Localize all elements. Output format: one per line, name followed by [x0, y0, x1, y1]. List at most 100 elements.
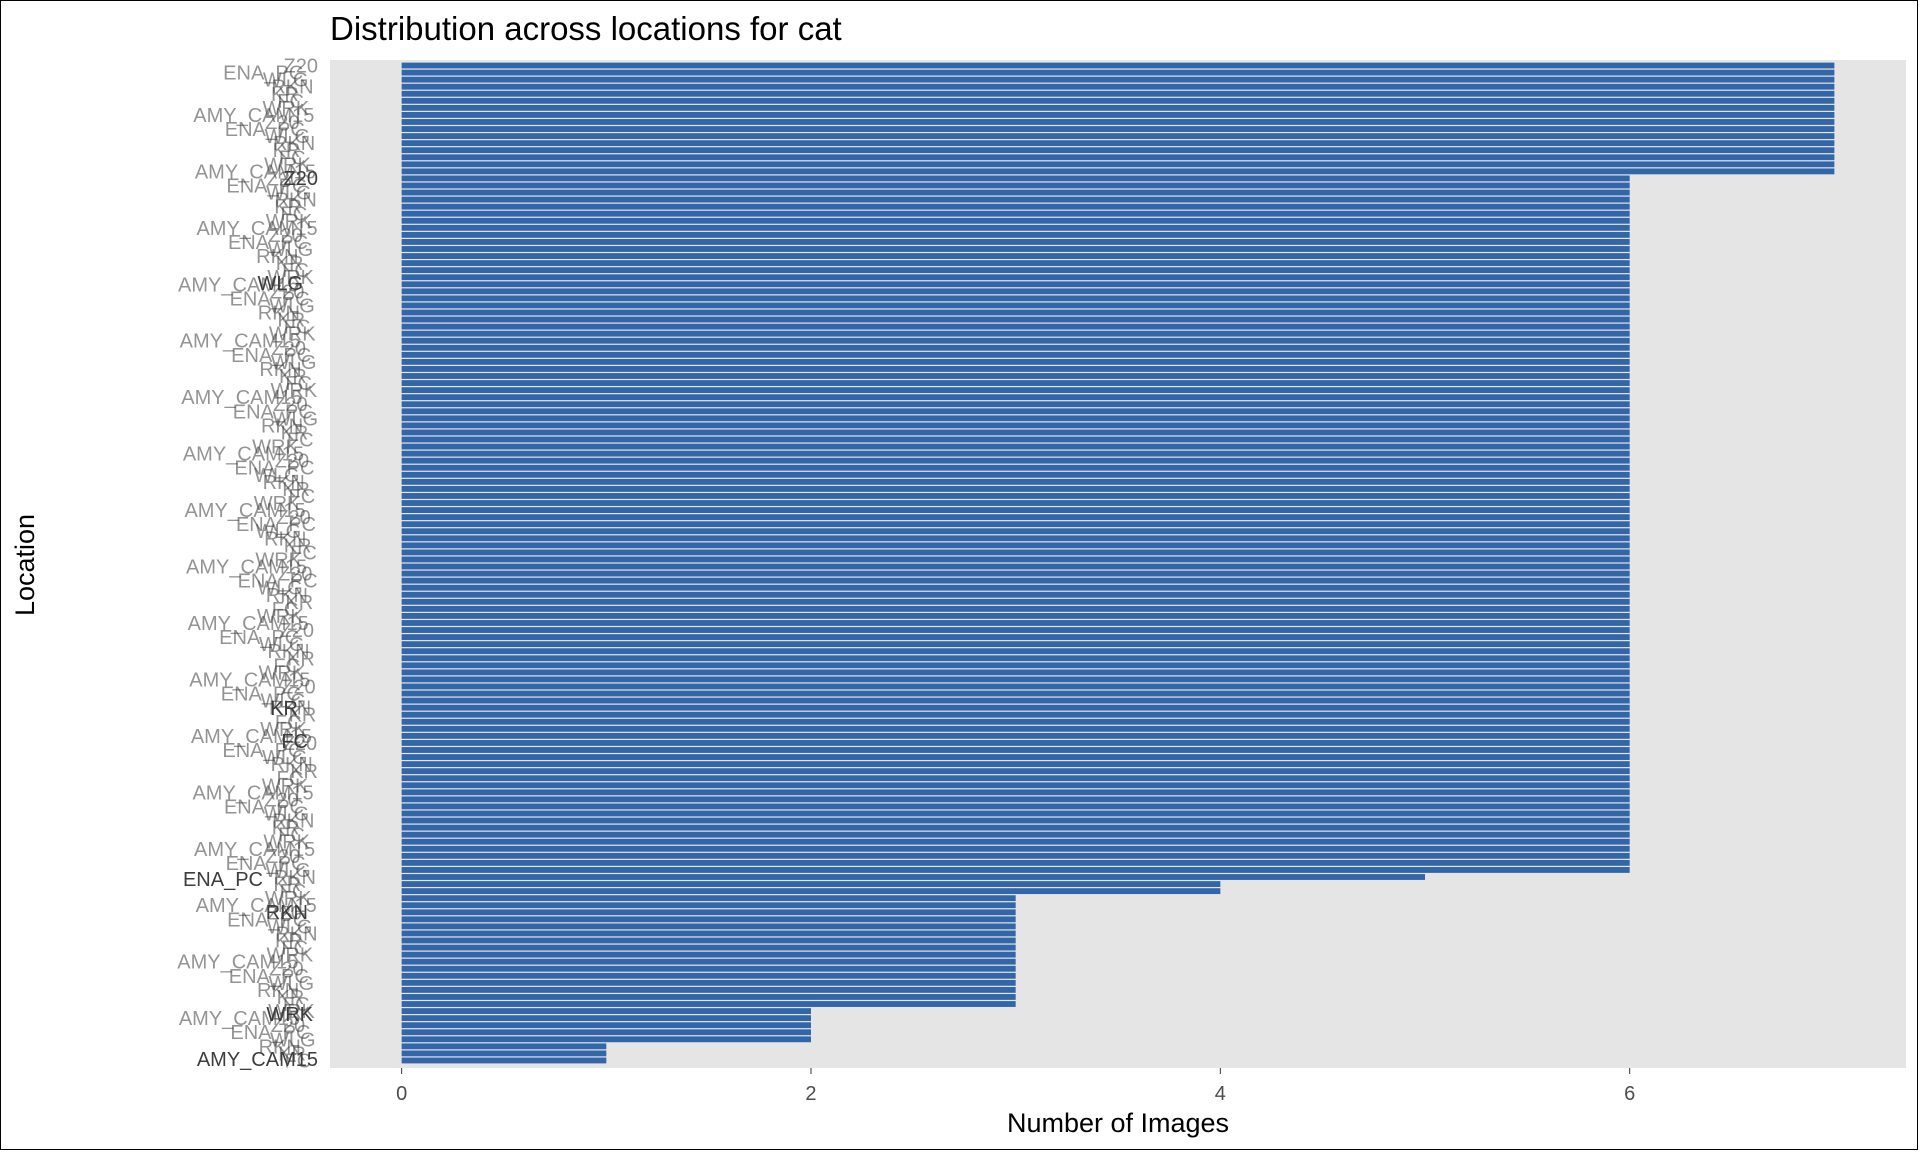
y-tick-label: WRK	[254, 493, 301, 515]
y-tick-label: AMY_CAM15	[193, 105, 314, 127]
bar	[401, 500, 1630, 506]
bar	[401, 824, 1630, 831]
y-tick-label: KR	[287, 648, 315, 670]
bar	[401, 718, 1630, 725]
bar	[401, 126, 1835, 132]
y-tick-label: RKN	[271, 77, 313, 99]
y-tick-label: ENA_PC	[221, 684, 301, 706]
y-tick-label: ENA_PC	[233, 401, 313, 423]
y-tick-label: Z20	[275, 451, 309, 473]
y-tick-label: KR	[276, 253, 304, 275]
y-tick-label: AMY_CAM15	[186, 557, 307, 579]
bar	[401, 83, 1835, 90]
bar	[401, 965, 1016, 972]
y-tick-label: KR	[278, 1043, 306, 1065]
y-tick-label: FC	[279, 147, 306, 169]
y-tick-label: WLG	[263, 70, 309, 92]
bar	[401, 754, 1630, 760]
y-tick-label: AMY_CAM15	[177, 952, 298, 974]
y-tick-label: AMY_CAM15	[196, 895, 317, 917]
bar	[401, 994, 1016, 1000]
y-tick-label: KR	[275, 931, 303, 953]
bar	[401, 281, 1630, 288]
bar	[401, 267, 1630, 274]
bar	[401, 1050, 607, 1057]
bar	[401, 457, 1630, 464]
bar	[401, 246, 1630, 252]
bar	[401, 485, 1630, 492]
y-tick-label: FC	[290, 542, 317, 564]
y-tick-label: AMY_CAM15	[188, 613, 309, 635]
y-tick-label: FC	[272, 599, 299, 621]
bar	[401, 916, 1016, 923]
y-tick-label: RKN	[271, 754, 313, 776]
y-tick-label: FC	[273, 655, 300, 677]
y-tick-label: Z20	[270, 281, 304, 303]
x-tick-label: 0	[396, 1083, 407, 1105]
bar	[401, 584, 1630, 591]
x-tick-label: 6	[1624, 1083, 1635, 1105]
y-tick-label: ENA_PC	[230, 1022, 310, 1044]
bar	[401, 140, 1835, 147]
y-tick-label: WRK	[263, 98, 310, 120]
bar	[401, 528, 1630, 535]
y-tick-label: Z20	[280, 620, 314, 642]
bar	[401, 521, 1630, 528]
y-tick-label: AMY_CAM15	[183, 444, 304, 466]
bar	[401, 302, 1630, 309]
y-tick-label: KR	[270, 698, 298, 720]
y-tick-label: Z20	[278, 564, 312, 586]
bar	[401, 627, 1630, 633]
bar	[401, 224, 1630, 231]
y-tick-label: ENA_PC	[222, 740, 302, 762]
bar	[401, 344, 1630, 351]
y-tick-label: ENA_PC	[223, 63, 303, 85]
y-tick-label: ENA_PC	[224, 796, 304, 818]
bar	[401, 634, 1630, 641]
y-tick-label: RKN	[269, 698, 311, 720]
y-tick-label: AMY_CAM15	[179, 1008, 300, 1030]
bar	[401, 104, 1835, 111]
bar	[401, 810, 1630, 817]
y-tick-label: ENA_PC	[230, 288, 310, 310]
bar	[401, 761, 1630, 768]
y-tick-label: Z20	[272, 338, 306, 360]
bar	[401, 1043, 607, 1050]
bar	[401, 366, 1630, 372]
bar	[401, 605, 1630, 612]
x-axis-title: Number of Images	[1007, 1108, 1229, 1138]
y-tick-label: AMY_CAM15	[184, 500, 305, 522]
bar	[401, 154, 1835, 161]
bar	[401, 535, 1630, 542]
bar	[401, 401, 1630, 408]
y-tick-label: RKN	[275, 190, 317, 212]
y-tick-label: ENA_PC	[238, 571, 318, 593]
y-tick-label: AMY_CAM15	[195, 161, 316, 183]
y-tick-label: Z20	[271, 1015, 305, 1037]
y-tick-label: AMY_CAM15	[181, 387, 302, 409]
bar	[401, 958, 1016, 965]
bar	[401, 288, 1630, 295]
bar	[401, 196, 1630, 203]
y-category-labels: Z20ENA_PCWLGRKNKRFCWRKAMY_CAM15Z20ENA_PC…	[177, 56, 318, 1073]
bar	[401, 507, 1630, 514]
y-tick-label: WRK	[269, 324, 316, 346]
y-tick-label: WLG	[257, 578, 303, 600]
bar	[401, 789, 1630, 796]
y-tick-label: FC	[284, 317, 311, 339]
y-tick-label: RKN	[266, 585, 308, 607]
y-tick-label: AMY_CAM15	[194, 839, 315, 861]
y-tick-label: WLG	[269, 295, 315, 317]
bar	[401, 182, 1630, 189]
y-tick-label: AMY_CAM15	[196, 218, 317, 240]
bar	[401, 111, 1835, 118]
y-tick-label: KR	[279, 366, 307, 388]
y-tick-label: WLG	[266, 183, 312, 205]
bar	[401, 549, 1630, 556]
y-tick-label: KR	[284, 535, 312, 557]
y-tick-label: KR	[285, 592, 313, 614]
y-tick-label: AMY_CAM15	[178, 274, 299, 296]
bar	[401, 1001, 1016, 1007]
y-tick-label: FC	[281, 938, 308, 960]
